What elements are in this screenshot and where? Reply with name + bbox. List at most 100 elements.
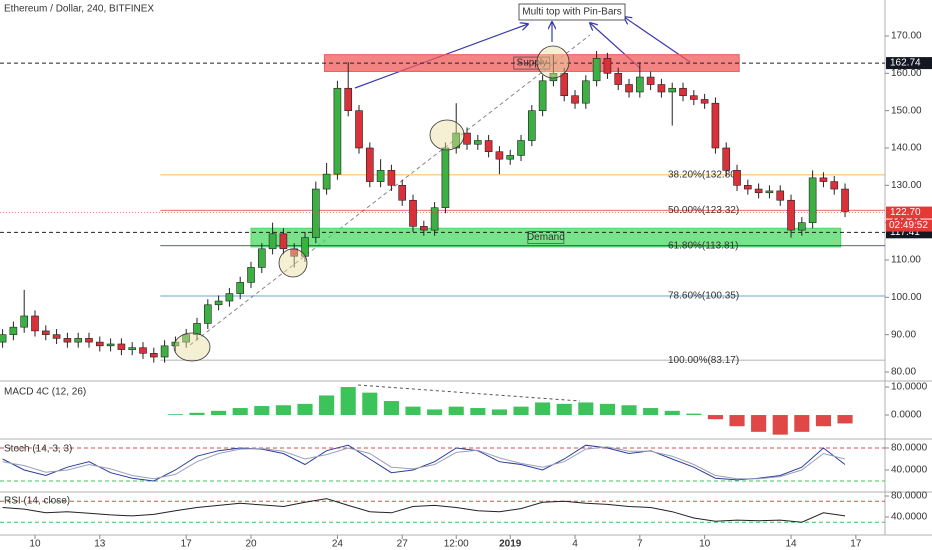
- histogram-bar: [383, 401, 399, 416]
- x-tick-label: 12:00: [444, 539, 469, 550]
- candle-body: [149, 353, 158, 358]
- histogram-bar: [664, 410, 680, 416]
- annotation-box: [518, 3, 626, 21]
- divergence-line: [357, 384, 581, 402]
- candle-body: [636, 76, 644, 93]
- trend-line: [189, 34, 591, 346]
- candle-body: [484, 140, 493, 153]
- candle-body: [420, 226, 428, 231]
- indicator-line: [2, 444, 846, 482]
- histogram-bar: [427, 409, 443, 416]
- candle-body: [311, 188, 320, 238]
- candle-body: [668, 87, 677, 93]
- candle-body: [322, 173, 331, 190]
- candle-body: [528, 110, 536, 141]
- candle-body: [776, 190, 785, 201]
- candle-body: [398, 185, 407, 201]
- histogram-bar: [254, 406, 270, 416]
- y-tick-label: 100.00: [891, 292, 922, 303]
- candle-body: [560, 73, 569, 97]
- x-tick-label: 4: [572, 539, 578, 550]
- candle-body: [722, 147, 731, 171]
- candle-body: [538, 80, 547, 111]
- candle-body: [711, 102, 720, 149]
- y-tick-label: 0.0000: [891, 410, 922, 421]
- y-tick-label: 80.00: [891, 367, 916, 378]
- zone: [250, 227, 842, 248]
- histogram-bar: [405, 406, 421, 416]
- price-tag: [886, 57, 932, 70]
- candle-body: [117, 343, 126, 350]
- candle-body: [463, 132, 471, 145]
- candle-body: [603, 58, 612, 74]
- y-tick-label: 130.00: [891, 180, 922, 191]
- histogram-bar: [448, 406, 464, 416]
- x-tick-label: 13: [94, 539, 106, 550]
- panel-title: Stoch (14, 3, 3): [4, 444, 72, 455]
- histogram-bar: [189, 412, 205, 416]
- histogram-bar: [772, 415, 788, 435]
- candle-body: [160, 345, 169, 358]
- candle-body: [63, 338, 72, 343]
- histogram-bar: [340, 387, 356, 416]
- histogram-bar: [729, 415, 745, 427]
- candle-body: [754, 188, 763, 194]
- price-tag-label: 162.74: [890, 58, 921, 69]
- candle-body: [765, 190, 774, 194]
- candle-body: [106, 343, 115, 347]
- candle-body: [733, 170, 741, 186]
- x-tick-label: 14: [785, 539, 797, 550]
- candle-body: [506, 155, 515, 160]
- candle-body: [430, 207, 439, 231]
- panel-title: RSI (14, close): [4, 496, 70, 507]
- y-tick-label: 140.00: [891, 143, 922, 154]
- zone-label-box: [527, 231, 565, 244]
- x-tick-label: 2019: [499, 539, 522, 550]
- candle-body: [830, 181, 839, 190]
- candle-body: [614, 73, 623, 85]
- histogram-bar: [319, 395, 335, 416]
- candle-body: [819, 177, 828, 182]
- highlight-circle: [278, 248, 308, 278]
- candle-body: [841, 188, 849, 212]
- last-price-label: 122.70: [890, 207, 921, 218]
- x-tick-label: 17: [181, 539, 193, 550]
- histogram-bar: [815, 415, 831, 427]
- candle-body: [333, 87, 342, 175]
- last-price-tag: [886, 206, 932, 219]
- candle-body: [679, 87, 687, 97]
- fib-label: 61.80%(113.81): [668, 240, 738, 251]
- candle-body: [20, 315, 29, 328]
- histogram-bar: [751, 415, 767, 432]
- candle-body: [474, 140, 482, 145]
- histogram-bar: [297, 403, 313, 416]
- fib-label: 50.00%(123.32): [668, 205, 739, 216]
- candle-body: [549, 73, 558, 82]
- histogram-bar: [535, 402, 551, 416]
- x-tick-label: 10: [29, 539, 41, 550]
- candle-body: [571, 95, 579, 104]
- candle-body: [787, 199, 795, 231]
- candle-body: [41, 330, 50, 335]
- candle-body: [495, 151, 504, 160]
- histogram-bar: [794, 415, 810, 432]
- histogram-bar: [578, 402, 594, 416]
- zone-label: Supply: [517, 58, 548, 69]
- highlight-circle: [173, 332, 211, 362]
- candle-body: [657, 84, 666, 93]
- candle-body: [268, 233, 277, 250]
- histogram-bar: [232, 408, 248, 416]
- highlight-circle: [536, 45, 570, 79]
- candle-body: [387, 170, 396, 186]
- candle-body: [247, 267, 255, 283]
- candle-body: [225, 293, 234, 302]
- candle-body: [31, 315, 39, 332]
- x-tick-label: 7: [637, 539, 643, 550]
- histogram-bar: [556, 403, 572, 416]
- candle-body: [193, 323, 201, 335]
- candle-body: [808, 177, 817, 223]
- candle-body: [52, 334, 61, 339]
- candle-body: [744, 185, 752, 190]
